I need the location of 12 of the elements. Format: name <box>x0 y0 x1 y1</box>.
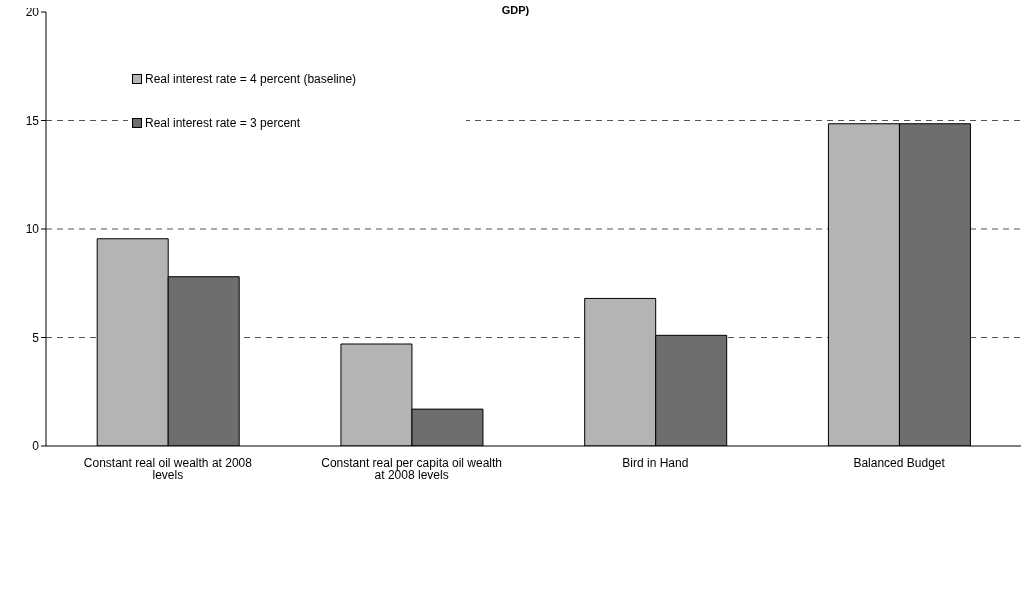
x-tick-label: Bird in Hand <box>622 455 689 470</box>
x-tick-label: Constant real oil wealth at 2008 levels <box>83 455 253 482</box>
y-tick-label: 15 <box>25 113 40 128</box>
x-tick-label: Constant real per capita oil wealth at 2008 levels <box>321 455 503 482</box>
y-tick-label: 10 <box>25 222 40 237</box>
y-tick-label: 5 <box>32 330 40 345</box>
legend-label: Real interest rate = 3 percent <box>145 116 301 130</box>
chart-title: GDP) <box>501 4 530 16</box>
y-tick-label: 0 <box>32 439 40 454</box>
x-tick-label: Balanced Budget <box>853 455 946 470</box>
y-tick-label: 20 <box>25 5 40 20</box>
legend-label: Real interest rate = 4 percent (baseline) <box>145 72 357 86</box>
